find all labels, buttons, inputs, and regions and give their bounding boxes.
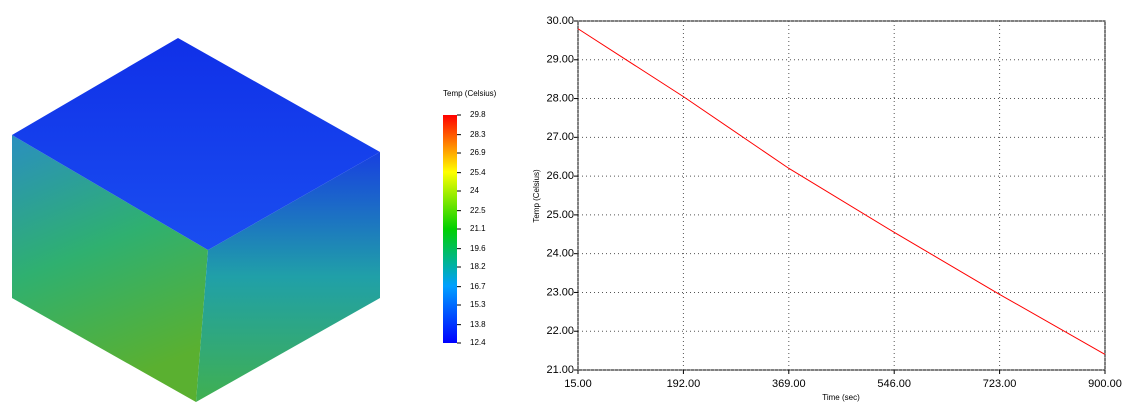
y-tick-label: 22.00 — [546, 325, 574, 337]
colorbar-tick-label: 22.5 — [470, 206, 486, 215]
y-tick-label: 28.00 — [546, 92, 574, 104]
x-tick-label: 723.00 — [983, 378, 1017, 390]
page: Temp (Celsius) Time (sec) Temp (Celsius)… — [0, 0, 1127, 404]
y-tick-label: 30.00 — [546, 15, 574, 27]
colorbar-tick-label: 24 — [470, 186, 479, 195]
colorbar-tick-label: 29.8 — [470, 110, 486, 119]
colorbar-tick-label: 18.2 — [470, 262, 486, 271]
y-tick-label: 23.00 — [546, 286, 574, 298]
colorbar-tick-label: 15.3 — [470, 300, 486, 309]
y-tick-label: 21.00 — [546, 364, 574, 376]
y-tick-label: 26.00 — [546, 170, 574, 182]
x-tick-label: 369.00 — [772, 378, 806, 390]
x-tick-label: 900.00 — [1088, 378, 1122, 390]
colorbar-tick-label: 21.1 — [470, 224, 486, 233]
x-tick-label: 546.00 — [877, 378, 911, 390]
colorbar-tick-label: 13.8 — [470, 320, 486, 329]
colorbar-tick-label: 25.4 — [470, 168, 486, 177]
y-tick-label: 29.00 — [546, 54, 574, 66]
x-tick-label: 15.00 — [564, 378, 592, 390]
data-line — [578, 29, 1105, 355]
colorbar — [443, 115, 457, 343]
y-tick-label: 27.00 — [546, 131, 574, 143]
y-tick-label: 25.00 — [546, 209, 574, 221]
colorbar-title: Temp (Celsius) — [443, 89, 497, 98]
y-tick-label: 24.00 — [546, 248, 574, 260]
x-tick-label: 192.00 — [667, 378, 701, 390]
model-render — [12, 38, 380, 402]
x-axis-label: Time (sec) — [822, 393, 860, 402]
colorbar-tick-label: 28.3 — [470, 130, 486, 139]
colorbar-tick-label: 12.4 — [470, 338, 486, 347]
colorbar-tick-label: 26.9 — [470, 148, 486, 157]
colorbar-tick-label: 16.7 — [470, 282, 486, 291]
y-axis-label: Temp (Celsius) — [532, 169, 541, 223]
colorbar-tick-label: 19.6 — [470, 244, 486, 253]
plot-frame — [578, 21, 1105, 370]
